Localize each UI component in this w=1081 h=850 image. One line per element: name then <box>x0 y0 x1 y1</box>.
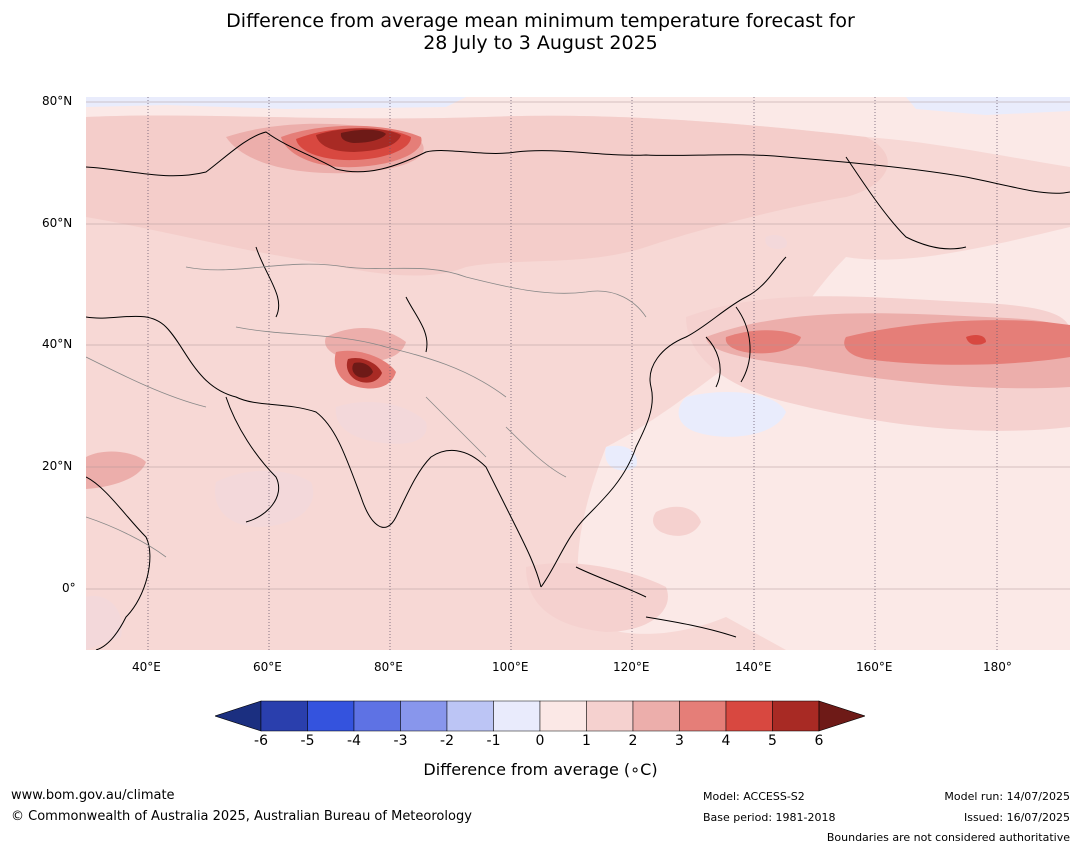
lat-label-80n: 80°N <box>42 94 73 108</box>
lon-label-160e: 160°E <box>856 660 893 674</box>
lon-label-120e: 120°E <box>613 660 650 674</box>
footer-url: www.bom.gov.au/climate <box>11 788 175 803</box>
colorbar-segment <box>493 700 541 732</box>
footer-boundaries: Boundaries are not considered authoritat… <box>826 831 1070 844</box>
map-borders <box>86 263 647 558</box>
lon-label-60e: 60°E <box>253 660 282 674</box>
title-line-1: Difference from average mean minimum tem… <box>226 10 855 32</box>
title-line-2: 28 July to 3 August 2025 <box>423 32 658 54</box>
map-gridlines <box>147 97 998 650</box>
colorbar-ticks: -6 -5 -4 -3 -2 -1 0 1 2 3 4 5 6 <box>0 733 1081 751</box>
colorbar <box>214 700 866 732</box>
warm-anomaly-north-pacific-core <box>844 320 1070 365</box>
footer-base-period: Base period: 1981-2018 <box>703 811 836 824</box>
colorbar-extend-high <box>818 700 866 732</box>
colorbar-segment <box>260 700 308 732</box>
lon-label-100e: 100°E <box>492 660 529 674</box>
colorbar-tick-label: -3 <box>393 733 408 749</box>
colorbar-segment <box>353 700 401 732</box>
colorbar-segment <box>446 700 494 732</box>
colorbar-segment <box>772 700 820 732</box>
colorbar-tick-label: 6 <box>814 733 824 749</box>
colorbar-tick-label: -2 <box>440 733 454 749</box>
footer-model: Model: ACCESS-S2 <box>703 790 805 803</box>
map-title: Difference from average mean minimum tem… <box>0 10 1081 54</box>
colorbar-segment <box>679 700 727 732</box>
lon-label-80e: 80°E <box>374 660 403 674</box>
warm-anomaly-japan <box>725 330 801 354</box>
footer-issued: Issued: 16/07/2025 <box>963 811 1070 824</box>
colorbar-tick-label: -6 <box>254 733 268 749</box>
colorbar-tick-label: -1 <box>486 733 501 749</box>
lon-label-140e: 140°E <box>735 660 772 674</box>
colorbar-tick-label: 2 <box>628 733 638 749</box>
footer-model-run: Model run: 14/07/2025 <box>944 790 1070 803</box>
warm-anomaly-yamal-max <box>340 129 386 143</box>
map-graphic <box>86 97 1070 650</box>
warm-anomaly-africa-north <box>86 451 146 489</box>
lat-label-60n: 60°N <box>42 216 73 230</box>
colorbar-segment <box>586 700 634 732</box>
colorbar-tick-label: -5 <box>300 733 315 749</box>
colorbar-tick-label: 1 <box>582 733 591 749</box>
colorbar-tick-label: 4 <box>721 733 731 749</box>
warm-anomaly-west-pacific <box>653 506 701 536</box>
colorbar-segment <box>307 700 355 732</box>
warm-anomaly-north-pacific-peak <box>966 334 986 345</box>
colorbar-tick-label: 5 <box>768 733 777 749</box>
colorbar-tick-label: 3 <box>675 733 684 749</box>
warm-anomaly-tibet-peak <box>352 362 373 378</box>
neutral-area-arctic-east <box>906 97 1070 115</box>
colorbar-segment <box>539 700 587 732</box>
neutral-area-arctic <box>86 97 466 109</box>
colorbar-tick-label: -4 <box>347 733 361 749</box>
colorbar-segment <box>400 700 448 732</box>
map-coastlines <box>86 131 1070 650</box>
lat-label-40n: 40°N <box>42 337 73 351</box>
footer-copyright: © Commonwealth of Australia 2025, Austra… <box>11 809 472 824</box>
neutral-area-pacific-west <box>678 392 786 437</box>
colorbar-graphic <box>214 700 866 732</box>
colorbar-segment <box>725 700 773 732</box>
map-latitude-lines <box>86 101 1070 590</box>
colorbar-tick-label: 0 <box>535 733 545 749</box>
lat-label-0: 0° <box>62 581 76 595</box>
colorbar-label: Difference from average (∘C) <box>423 760 658 779</box>
colorbar-segment <box>632 700 680 732</box>
lon-label-180: 180° <box>983 660 1012 674</box>
lon-label-40e: 40°E <box>132 660 161 674</box>
forecast-map <box>86 97 1070 650</box>
warm-anomaly-maritime-continent <box>526 563 668 632</box>
lat-label-20n: 20°N <box>42 459 73 473</box>
colorbar-extend-low <box>214 700 262 732</box>
